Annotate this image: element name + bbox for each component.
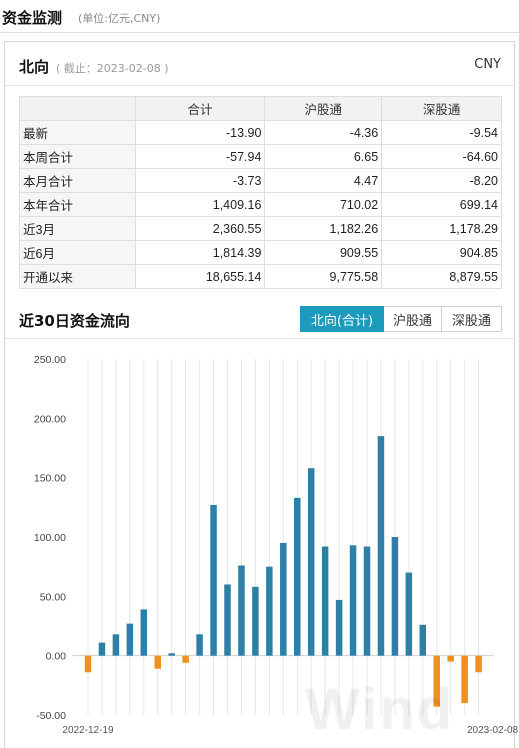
table-cell: 909.55 xyxy=(264,240,383,265)
wind-watermark: Wind xyxy=(305,677,455,742)
y-tick-label: 0.00 xyxy=(46,651,67,663)
y-tick-label: -50.00 xyxy=(36,710,66,722)
table-header-cell xyxy=(19,96,136,121)
panel-title: 北向 xyxy=(19,58,50,76)
flow-bar xyxy=(98,642,106,656)
flow-bar xyxy=(126,623,134,656)
flow-bar xyxy=(168,653,175,656)
flow-bar xyxy=(280,542,287,656)
y-tick-label: 250.00 xyxy=(34,354,66,366)
flow-bar xyxy=(154,655,161,669)
flow-bar xyxy=(252,586,259,656)
chart-title: 近30日资金流向 xyxy=(19,312,130,330)
table-row: 开通以来 18,655.14 9,775.58 8,879.55 xyxy=(19,264,502,289)
flow-bar xyxy=(433,655,440,707)
chart-divider xyxy=(5,338,514,339)
flow-bar xyxy=(182,655,189,663)
flow-bar xyxy=(419,624,427,656)
top-header: 资金监测 (单位:亿元,CNY) xyxy=(0,0,519,33)
table-row: 本月合计 -3.73 4.47 -8.20 xyxy=(19,168,502,193)
x-tick-label: 2023-02-08 xyxy=(467,725,519,736)
flow-bar xyxy=(391,537,399,656)
table-cell: 904.85 xyxy=(381,240,502,265)
table-cell: -3.73 xyxy=(134,168,266,193)
x-tick-label: 2022-12-19 xyxy=(62,725,114,736)
table-header-cell: 沪股通 xyxy=(264,96,383,121)
flow-bar xyxy=(363,546,371,656)
tab-shanghai-connect[interactable]: 沪股通 xyxy=(384,306,442,332)
table-header-cell: 合计 xyxy=(134,96,266,121)
table-header-cell: 深股通 xyxy=(381,96,502,121)
table-row: 近3月 2,360.55 1,182.26 1,178.29 xyxy=(19,216,502,241)
table-cell: -4.36 xyxy=(264,120,383,145)
table-cell: 8,879.55 xyxy=(381,264,502,289)
flow-bar xyxy=(266,566,273,656)
northbound-panel: 北向 ( 截止：2023-02-08 ) CNY 合计 沪股通 深股通 最新 -… xyxy=(4,41,515,748)
flow-bar xyxy=(349,545,357,656)
flow-bar xyxy=(321,546,329,656)
flow-bar xyxy=(294,497,301,656)
flow-bar xyxy=(238,565,245,656)
unit-label: (单位:亿元,CNY) xyxy=(78,12,161,25)
y-tick-label: 150.00 xyxy=(34,473,66,485)
row-label: 开通以来 xyxy=(19,264,136,289)
table-cell: 6.65 xyxy=(264,144,383,169)
table-row: 本年合计 1,409.16 710.02 699.14 xyxy=(19,192,502,217)
y-tick-label: 200.00 xyxy=(34,413,66,425)
flow-bar xyxy=(475,655,482,673)
row-label: 近6月 xyxy=(19,240,136,265)
y-tick-label: 50.00 xyxy=(40,591,66,603)
flow-bar xyxy=(84,655,92,673)
row-label: 本周合计 xyxy=(19,144,136,169)
flow-bar xyxy=(405,572,413,656)
flow-bar xyxy=(196,634,203,656)
flow-bar xyxy=(307,468,315,656)
flow-bar xyxy=(210,504,217,656)
flow-bar xyxy=(112,634,120,656)
table-cell: -57.94 xyxy=(134,144,266,169)
flow-bar xyxy=(377,436,385,656)
flow-bar xyxy=(140,609,148,656)
y-tick-label: 100.00 xyxy=(34,532,66,544)
panel-header: 北向 ( 截止：2023-02-08 ) CNY xyxy=(5,42,514,86)
tab-northbound-total[interactable]: 北向(合计) xyxy=(300,306,384,332)
flow-bar xyxy=(461,655,468,704)
flow-table: 合计 沪股通 深股通 最新 -13.90 -4.36 -9.54 本周合计 -5… xyxy=(19,96,502,289)
currency-label: CNY xyxy=(474,57,501,72)
page-title: 资金监测 xyxy=(2,9,63,27)
flow-bar xyxy=(335,599,343,656)
row-label: 本年合计 xyxy=(19,192,136,217)
tab-shenzhen-connect[interactable]: 深股通 xyxy=(442,306,502,332)
flow-bar xyxy=(447,655,454,662)
row-label: 近3月 xyxy=(19,216,136,241)
row-label: 最新 xyxy=(19,120,136,145)
table-header-row: 合计 沪股通 深股通 xyxy=(19,96,502,121)
flow-tabs: 北向(合计) 沪股通 深股通 xyxy=(300,306,502,332)
table-cell: -8.20 xyxy=(381,168,502,193)
panel-date: ( 截止：2023-02-08 ) xyxy=(56,62,169,75)
table-cell: 9,775.58 xyxy=(264,264,383,289)
table-row: 近6月 1,814.39 909.55 904.85 xyxy=(19,240,502,265)
flow-bar xyxy=(224,584,231,656)
table-row: 本周合计 -57.94 6.65 -64.60 xyxy=(19,144,502,169)
table-cell: 18,655.14 xyxy=(134,264,266,289)
